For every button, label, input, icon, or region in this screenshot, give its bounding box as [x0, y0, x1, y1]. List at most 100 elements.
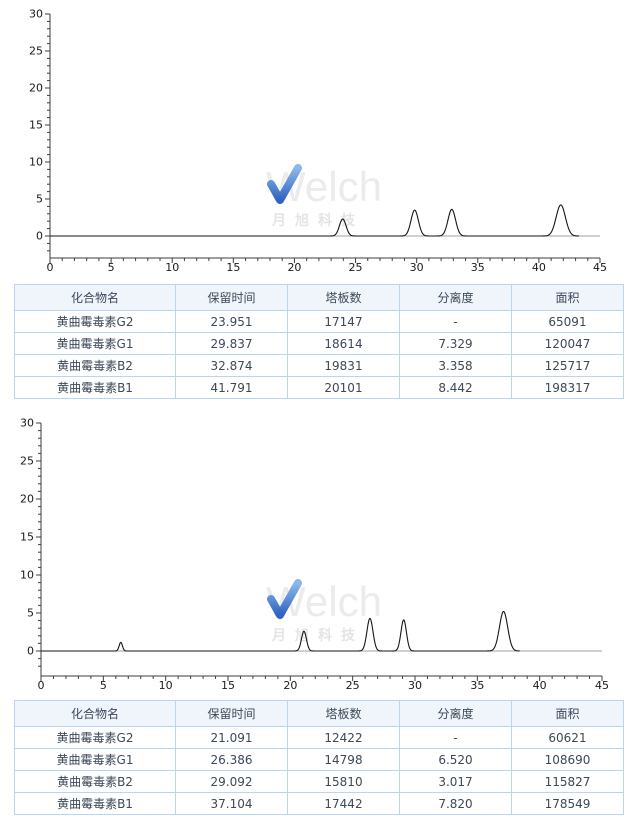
plate-count-cell: 17147 — [287, 310, 400, 333]
compound-name-cell: 黄曲霉毒素G1 — [14, 748, 176, 771]
column-header-compound: 化合物名 — [14, 700, 176, 727]
area-cell: 115827 — [511, 770, 624, 793]
table-row: 黄曲霉毒素B2 32.874 19831 3.358 125717 — [14, 354, 624, 377]
y-tick-label: 30 — [29, 8, 43, 21]
column-header-resolution: 分离度 — [399, 284, 512, 311]
x-tick-label: 25 — [346, 679, 360, 692]
compound-name-cell: 黄曲霉毒素G2 — [14, 726, 176, 749]
results-table-1: 化合物名 保留时间 塔板数 分离度 面积 黄曲霉毒素G2 23.951 1714… — [14, 284, 624, 399]
y-tick-label: 10 — [29, 156, 43, 169]
column-header-plate-count: 塔板数 — [287, 700, 400, 727]
retention-time-cell: 26.386 — [175, 748, 288, 771]
welch-watermark: Welch 月旭科技 — [266, 579, 406, 645]
column-header-area: 面积 — [511, 700, 624, 727]
x-tick-label: 20 — [283, 679, 297, 692]
table-row: 黄曲霉毒素B1 41.791 20101 8.442 198317 — [14, 376, 624, 399]
area-cell: 108690 — [511, 748, 624, 771]
y-tick-label: 20 — [29, 82, 43, 95]
x-tick-label: 45 — [593, 261, 607, 274]
table-header-row: 化合物名 保留时间 塔板数 分离度 面积 — [14, 700, 624, 727]
y-tick-label: 15 — [20, 531, 34, 544]
chromatogram-chart-1: 0 5 10 15 20 25 30 35 40 45 0 5 10 15 20 25 30 — [29, 8, 607, 275]
welch-check-icon — [267, 579, 302, 619]
retention-time-cell: 29.837 — [175, 332, 288, 355]
x-tick-label: 40 — [533, 679, 547, 692]
plate-count-cell: 19831 — [287, 354, 400, 377]
resolution-cell: 7.820 — [399, 792, 512, 815]
area-cell: 120047 — [511, 332, 624, 355]
x-tick-label: 5 — [100, 679, 107, 692]
area-cell: 198317 — [511, 376, 624, 399]
table-header-row: 化合物名 保留时间 塔板数 分离度 面积 — [14, 284, 624, 311]
y-tick-label: 0 — [36, 230, 43, 243]
resolution-cell: 7.329 — [399, 332, 512, 355]
x-tick-label: 35 — [471, 261, 485, 274]
table-row: 黄曲霉毒素B2 29.092 15810 3.017 115827 — [14, 770, 624, 793]
x-tick-label: 10 — [165, 261, 179, 274]
watermark-sub-text: 月旭科技 — [272, 213, 364, 229]
compound-name-cell: 黄曲霉毒素B1 — [14, 376, 176, 399]
y-tick-label: 25 — [29, 45, 43, 58]
column-header-resolution: 分离度 — [399, 700, 512, 727]
y-tick-label: 5 — [27, 607, 34, 620]
y-tick-label: 25 — [20, 455, 34, 468]
area-cell: 60621 — [511, 726, 624, 749]
retention-time-cell: 29.092 — [175, 770, 288, 793]
column-header-retention-time: 保留时间 — [175, 284, 288, 311]
plate-count-cell: 12422 — [287, 726, 400, 749]
plate-count-cell: 20101 — [287, 376, 400, 399]
welch-watermark: Welch 月旭科技 — [266, 164, 406, 230]
plate-count-cell: 14798 — [287, 748, 400, 771]
area-cell: 65091 — [511, 310, 624, 333]
table-row: 黄曲霉毒素G1 26.386 14798 6.520 108690 — [14, 748, 624, 771]
plate-count-cell: 17442 — [287, 792, 400, 815]
resolution-cell: 3.017 — [399, 770, 512, 793]
chromatogram-chart-2: 0 5 10 15 20 25 30 35 40 45 0 5 10 15 20 25 30 — [20, 417, 609, 693]
x-tick-label: 15 — [226, 261, 240, 274]
x-tick-label: 0 — [38, 679, 45, 692]
x-tick-label: 45 — [595, 679, 609, 692]
y-tick-label: 10 — [20, 569, 34, 582]
x-tick-label: 25 — [349, 261, 363, 274]
resolution-cell: 8.442 — [399, 376, 512, 399]
area-cell: 178549 — [511, 792, 624, 815]
table-row: 黄曲霉毒素G2 21.091 12422 - 60621 — [14, 726, 624, 749]
y-tick-label: 0 — [27, 645, 34, 658]
x-tick-label: 10 — [159, 679, 173, 692]
resolution-cell: - — [399, 726, 512, 749]
x-tick-label: 35 — [470, 679, 484, 692]
table-row: 黄曲霉毒素G1 29.837 18614 7.329 120047 — [14, 332, 624, 355]
retention-time-cell: 21.091 — [175, 726, 288, 749]
column-header-area: 面积 — [511, 284, 624, 311]
resolution-cell: 6.520 — [399, 748, 512, 771]
area-cell: 125717 — [511, 354, 624, 377]
compound-name-cell: 黄曲霉毒素B2 — [14, 770, 176, 793]
welch-logo: Welch — [266, 579, 406, 623]
x-tick-label: 20 — [287, 261, 301, 274]
welch-logo: Welch — [266, 164, 406, 208]
retention-time-cell: 41.791 — [175, 376, 288, 399]
plate-count-cell: 15810 — [287, 770, 400, 793]
x-tick-label: 40 — [532, 261, 546, 274]
column-header-retention-time: 保留时间 — [175, 700, 288, 727]
y-tick-label: 5 — [36, 193, 43, 206]
y-tick-label: 20 — [20, 493, 34, 506]
compound-name-cell: 黄曲霉毒素B2 — [14, 354, 176, 377]
y-tick-label: 15 — [29, 119, 43, 132]
table-row: 黄曲霉毒素G2 23.951 17147 - 65091 — [14, 310, 624, 333]
compound-name-cell: 黄曲霉毒素G1 — [14, 332, 176, 355]
retention-time-cell: 37.104 — [175, 792, 288, 815]
retention-time-cell: 32.874 — [175, 354, 288, 377]
compound-name-cell: 黄曲霉毒素B1 — [14, 792, 176, 815]
x-tick-label: 30 — [410, 261, 424, 274]
x-tick-label: 0 — [47, 261, 54, 274]
chromatogram-trace — [49, 204, 580, 237]
table-row: 黄曲霉毒素B1 37.104 17442 7.820 178549 — [14, 792, 624, 815]
plate-count-cell: 18614 — [287, 332, 400, 355]
retention-time-cell: 23.951 — [175, 310, 288, 333]
resolution-cell: - — [399, 310, 512, 333]
column-header-compound: 化合物名 — [14, 284, 176, 311]
y-tick-label: 30 — [20, 417, 34, 430]
watermark-sub-text: 月旭科技 — [272, 628, 364, 644]
